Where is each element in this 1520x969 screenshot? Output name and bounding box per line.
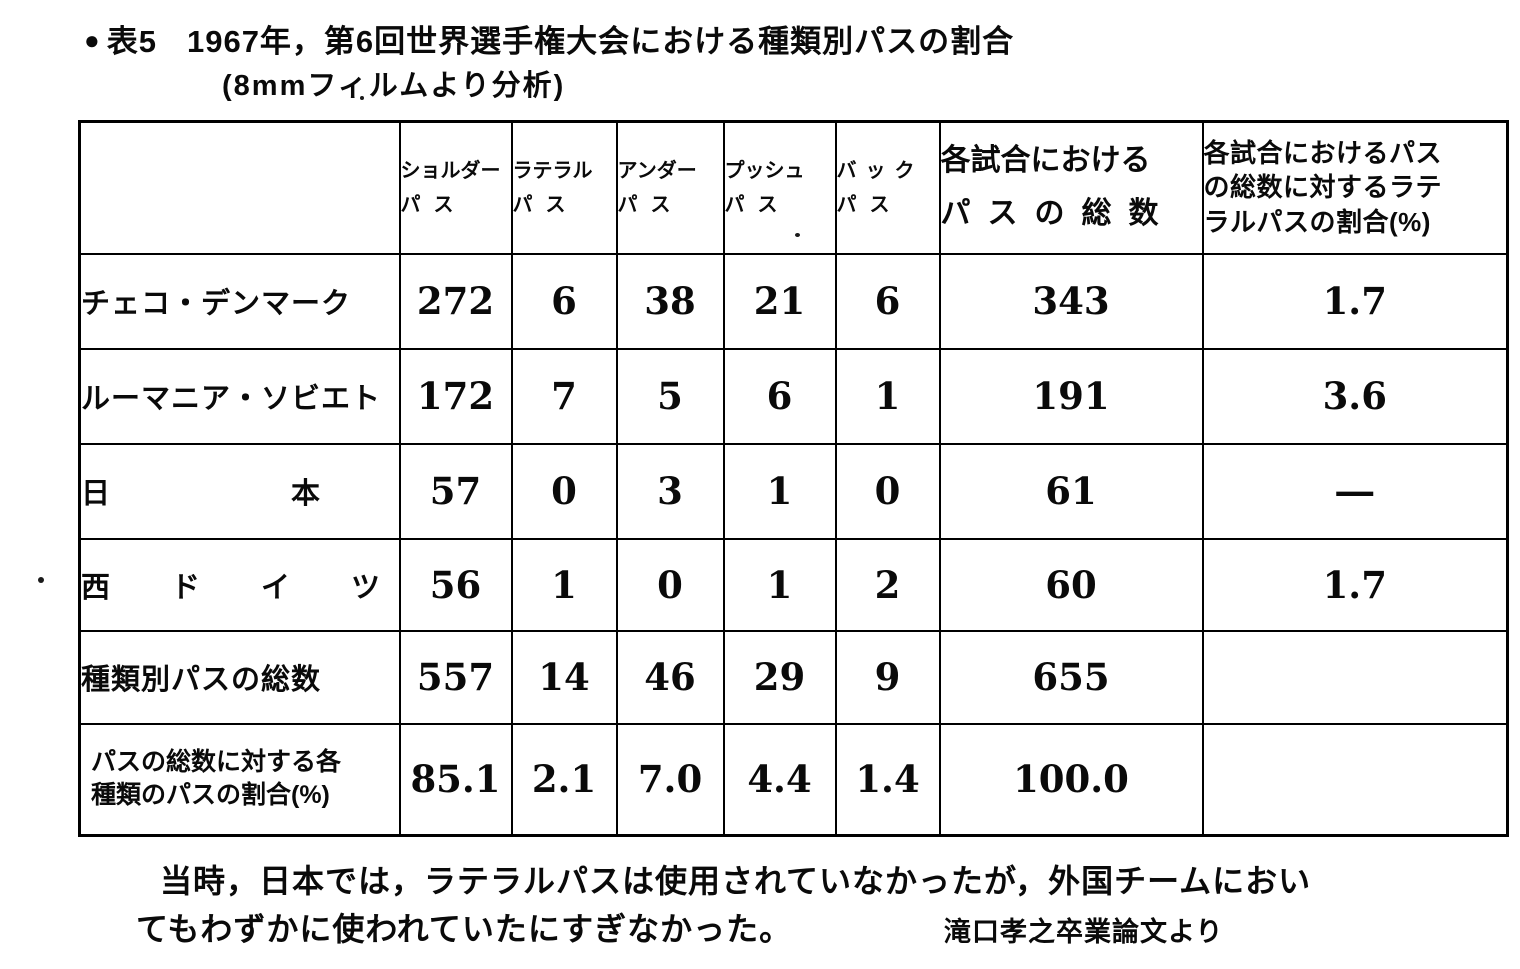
col-header-shoulder-pass: ショルダー パス: [398, 120, 513, 255]
cell-value: 46: [615, 629, 725, 725]
footnote-line2: てもわずかに使われていたにすぎなかった。: [136, 911, 793, 947]
cell-ratio: 1.7: [1201, 252, 1509, 350]
col-header-back-pass: バック パス: [834, 120, 941, 255]
footnote-line1: 当時，日本では，ラテラルパスは使用されていなかったが，外国チームにおい: [160, 863, 1312, 899]
col-header-line: アンダー: [617, 159, 697, 182]
row-label-line: 種類のパスの割合(%): [91, 781, 330, 810]
cell-value: 57: [398, 442, 513, 540]
cell-value: 85.1: [398, 722, 513, 837]
pass-distribution-table: ショルダー パス ラテラル パス アンダー パス プッシュ パス バック パス …: [78, 120, 1509, 837]
source-credit: 滝口孝之卒業論文より: [944, 917, 1224, 947]
cell-value: 4.4: [722, 722, 837, 837]
col-header-lateral-ratio: 各試合におけるパス の総数に対するラテ ラルパスの割合(%): [1201, 120, 1509, 255]
row-label: チェコ・デンマーク: [78, 252, 401, 350]
cell-value: 1: [722, 537, 837, 632]
cell-value: 272: [398, 252, 513, 350]
corner-cell: [78, 120, 401, 255]
cell-ratio: [1201, 629, 1509, 725]
page-subtitle: (8mmフィルムより分析): [222, 70, 566, 102]
cell-value: 1.4: [834, 722, 941, 837]
cell-value: 1: [722, 442, 837, 540]
cell-value: 557: [398, 629, 513, 725]
cell-value: 21: [722, 252, 837, 350]
row-label: 西 ド イ ツ: [78, 537, 401, 632]
row-label-line: パスの総数に対する各: [91, 747, 342, 776]
cell-ratio: [1201, 722, 1509, 837]
header-row: ショルダー パス ラテラル パス アンダー パス プッシュ パス バック パス …: [78, 120, 1509, 255]
cell-value: 1: [510, 537, 618, 632]
col-header-line: パス: [617, 193, 684, 216]
table-row-czech-denmark: チェコ・デンマーク 272 6 38 21 6 343 1.7: [78, 252, 1509, 350]
col-header-line: パス: [400, 193, 467, 216]
cell-value: 6: [834, 252, 941, 350]
cell-ratio: ―: [1201, 442, 1509, 540]
table-number: 表5: [106, 24, 157, 59]
bullet-icon: ●: [84, 25, 101, 55]
col-header-line: パス: [512, 193, 579, 216]
table-row-japan: 日 本 57 0 3 1 0 61 ―: [78, 442, 1509, 540]
scan-speck: [38, 577, 44, 583]
col-header-line: パス: [724, 193, 791, 216]
col-header-line: 各試合における: [940, 144, 1151, 178]
col-header-under-pass: アンダー パス: [615, 120, 725, 255]
row-label: 日 本: [78, 442, 401, 540]
cell-value: 2.1: [510, 722, 618, 837]
cell-value: 56: [398, 537, 513, 632]
cell-total: 61: [938, 442, 1204, 540]
col-header-line: の総数に対するラテ: [1203, 172, 1443, 203]
scan-speck: [795, 233, 800, 237]
cell-total: 100.0: [938, 722, 1204, 837]
cell-total: 191: [938, 347, 1204, 445]
col-header-line: バック: [836, 159, 924, 182]
table-row-totals-by-type: 種類別パスの総数 557 14 46 29 9 655: [78, 629, 1509, 725]
cell-value: 0: [510, 442, 618, 540]
col-header-line: ラルパスの割合(%): [1203, 207, 1431, 238]
col-header-line: パスの総数: [940, 196, 1176, 230]
cell-value: 7.0: [615, 722, 725, 837]
cell-value: 14: [510, 629, 618, 725]
cell-value: 5: [615, 347, 725, 445]
cell-value: 6: [722, 347, 837, 445]
col-header-push-pass: プッシュ パス: [722, 120, 837, 255]
col-header-line: パス: [836, 193, 903, 216]
cell-total: 343: [938, 252, 1204, 350]
col-header-line: ショルダー: [400, 159, 501, 182]
col-header-lateral-pass: ラテラル パス: [510, 120, 618, 255]
cell-value: 0: [615, 537, 725, 632]
cell-ratio: 1.7: [1201, 537, 1509, 632]
cell-value: 6: [510, 252, 618, 350]
scan-speck: [360, 96, 364, 100]
row-label: ルーマニア・ソビエト: [78, 347, 401, 445]
cell-value: 29: [722, 629, 837, 725]
cell-value: 38: [615, 252, 725, 350]
cell-value: 0: [834, 442, 941, 540]
col-header-line: 各試合におけるパス: [1203, 137, 1443, 168]
col-header-line: ラテラル: [512, 159, 593, 182]
cell-value: 7: [510, 347, 618, 445]
cell-value: 172: [398, 347, 513, 445]
table-row-romania-soviet: ルーマニア・ソビエト 172 7 5 6 1 191 3.6: [78, 347, 1509, 445]
table-title-text: 1967年，第6回世界選手権大会における種類別パスの割合: [186, 24, 1015, 59]
cell-value: 2: [834, 537, 941, 632]
cell-value: 3: [615, 442, 725, 540]
cell-ratio: 3.6: [1201, 347, 1509, 445]
cell-total: 60: [938, 537, 1204, 632]
page-title: ● 表5 1967年，第6回世界選手権大会における種類別パスの割合: [84, 16, 1014, 61]
table-row-percent-by-type: パスの総数に対する各 種類のパスの割合(%) 85.1 2.1 7.0 4.4 …: [78, 722, 1509, 837]
cell-value: 9: [834, 629, 941, 725]
col-header-line: プッシュ: [724, 159, 805, 182]
cell-value: 1: [834, 347, 941, 445]
col-header-total-passes: 各試合における パスの総数: [938, 120, 1204, 255]
row-label: 種類別パスの総数: [78, 629, 401, 725]
cell-total: 655: [938, 629, 1204, 725]
table-row-west-germany: 西 ド イ ツ 56 1 0 1 2 60 1.7: [78, 537, 1509, 632]
row-label: パスの総数に対する各 種類のパスの割合(%): [78, 722, 401, 837]
